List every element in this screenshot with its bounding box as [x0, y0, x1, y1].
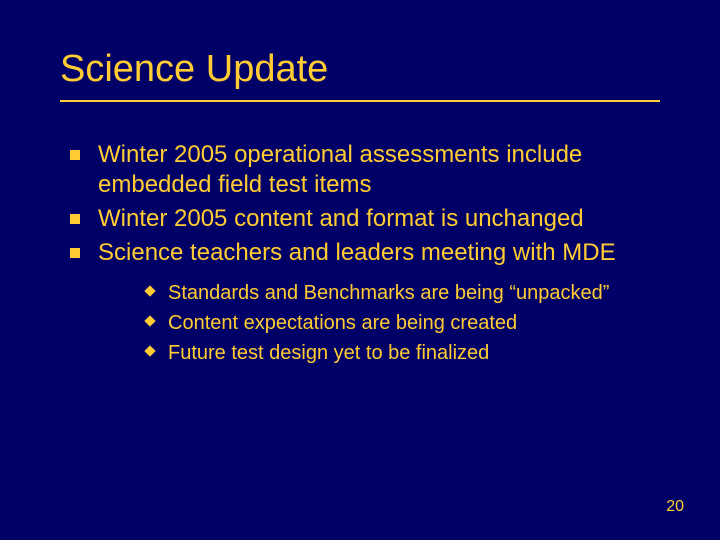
slide: Science Update Winter 2005 operational a…: [0, 0, 720, 540]
sub-bullet-text: Content expectations are being created: [168, 312, 517, 334]
list-item: Content expectations are being created: [140, 310, 660, 336]
bullet-list: Winter 2005 operational assessments incl…: [60, 140, 660, 366]
list-item: Science teachers and leaders meeting wit…: [60, 238, 660, 366]
list-item: Future test design yet to be finalized: [140, 340, 660, 366]
list-item: Winter 2005 content and format is unchan…: [60, 204, 660, 234]
bullet-text: Winter 2005 content and format is unchan…: [98, 205, 584, 232]
title-underline: [60, 100, 660, 102]
sub-bullet-text: Standards and Benchmarks are being “unpa…: [168, 282, 609, 304]
sub-bullet-list: Standards and Benchmarks are being “unpa…: [98, 280, 660, 366]
list-item: Standards and Benchmarks are being “unpa…: [140, 280, 660, 306]
slide-title: Science Update: [60, 48, 328, 91]
bullet-text: Winter 2005 operational assessments incl…: [98, 141, 582, 198]
list-item: Winter 2005 operational assessments incl…: [60, 140, 660, 200]
slide-body: Winter 2005 operational assessments incl…: [60, 140, 660, 370]
page-number: 20: [666, 498, 684, 516]
bullet-text: Science teachers and leaders meeting wit…: [98, 239, 616, 266]
sub-bullet-text: Future test design yet to be finalized: [168, 342, 489, 364]
